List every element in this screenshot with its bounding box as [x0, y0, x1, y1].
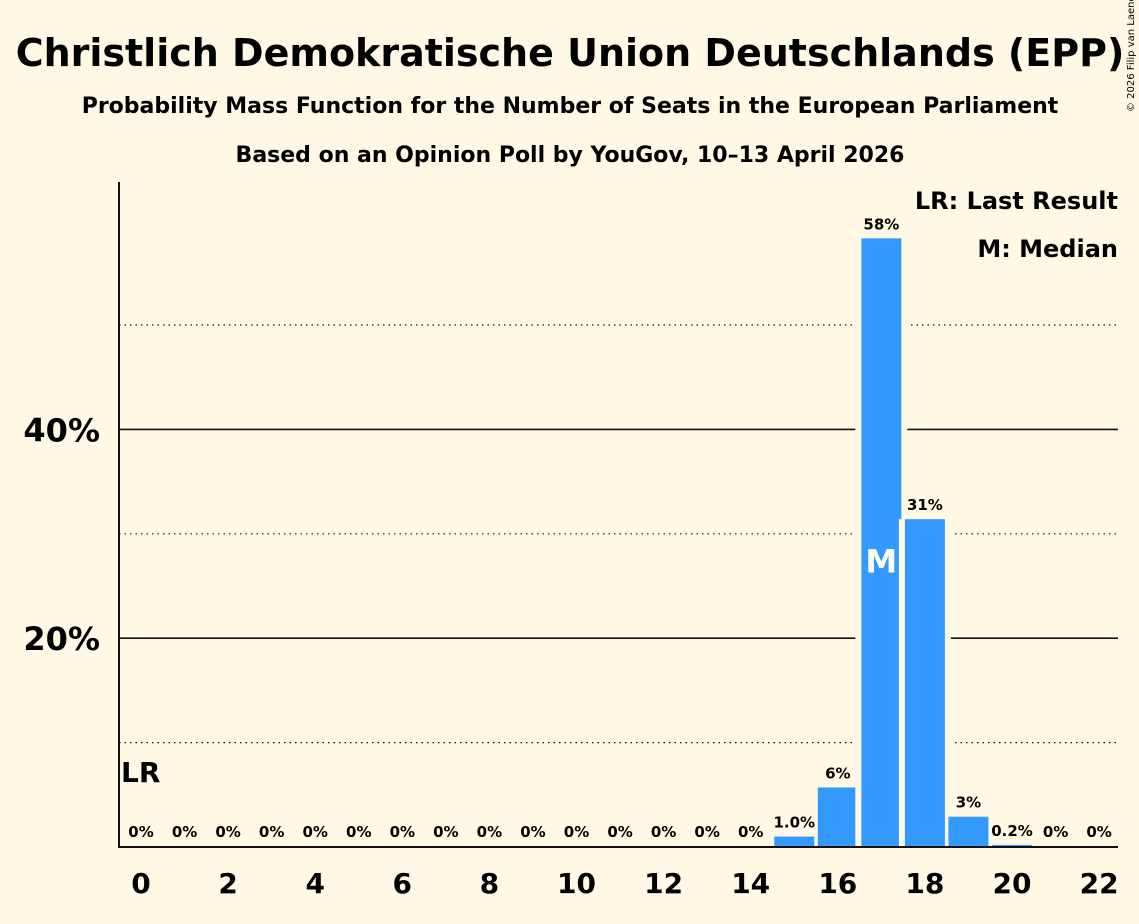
x-tick-label: 8: [480, 867, 499, 900]
bar-seat-19: [948, 816, 989, 847]
x-tick-label: 4: [305, 867, 324, 900]
bar-value-label: 0%: [259, 823, 284, 841]
bar-value-label: 31%: [907, 496, 943, 514]
x-tick-label: 2: [218, 867, 237, 900]
legend-median: M: Median: [977, 235, 1118, 263]
bar-layer: 0% 0% 0% 0% 0% 0% 0% 0% 0% 0% 0% 0% 0% 0% 0% 1.0% 6% 58% 3…: [128, 215, 1112, 847]
bar-value-label: 0%: [694, 823, 719, 841]
x-tick-label: 12: [644, 867, 683, 900]
bar-value-label: 0%: [346, 823, 371, 841]
bar-value-label: 0%: [738, 823, 763, 841]
axis-layer: 20% 40% LR 0 2 4 6 8 10 12 14 16 18 20 22: [23, 182, 1119, 900]
x-tick-label: 16: [818, 867, 857, 900]
bar-value-label: 0%: [128, 823, 153, 841]
chart-subtitle-poll: Based on an Opinion Poll by YouGov, 10–1…: [236, 143, 905, 168]
bar-value-label: 0%: [1043, 823, 1068, 841]
bar-value-label: 3%: [956, 794, 981, 812]
bar-value-label: 0%: [520, 823, 545, 841]
x-tick-label: 14: [731, 867, 770, 900]
y-tick-label: 20%: [23, 620, 100, 658]
bar-value-label: 0%: [302, 823, 327, 841]
copyright-text: © 2026 Filip van Laenen: [1126, 0, 1137, 112]
bar-value-label: 0%: [433, 823, 458, 841]
bar-value-label: 58%: [863, 215, 899, 233]
x-tick-label: 6: [393, 867, 412, 900]
bar-seat-15: [774, 836, 815, 847]
chart-title: Christlich Demokratische Union Deutschla…: [16, 31, 1125, 75]
bar-seat-20: [992, 844, 1032, 847]
legend-last-result: LR: Last Result: [915, 187, 1118, 215]
x-tick-label: 10: [557, 867, 596, 900]
bar-value-label: 1.0%: [773, 814, 815, 832]
x-tick-label: 20: [993, 867, 1032, 900]
bar-value-label: 6%: [825, 764, 850, 782]
bar-value-label: 0%: [607, 823, 632, 841]
bar-value-label: 0%: [390, 823, 415, 841]
bar-value-label: 0%: [651, 823, 676, 841]
bar-value-label: 0%: [1086, 823, 1111, 841]
x-tick-label: 18: [905, 867, 944, 900]
y-tick-label: 40%: [23, 411, 100, 449]
bar-value-label: 0%: [477, 823, 502, 841]
last-result-marker: LR: [121, 756, 160, 789]
bar-value-label: 0%: [172, 823, 197, 841]
median-marker: M: [865, 543, 897, 581]
bar-value-label: 0%: [564, 823, 589, 841]
x-tick-label: 22: [1080, 867, 1119, 900]
chart-subtitle: Probability Mass Function for the Number…: [82, 94, 1059, 119]
bar-seat-16: [817, 787, 858, 847]
bar-value-label: 0.2%: [991, 822, 1033, 840]
x-tick-label: 0: [131, 867, 150, 900]
grid-layer: [119, 324, 1118, 744]
bar-seat-18: [904, 519, 945, 847]
bar-value-label: 0%: [215, 823, 240, 841]
bar-seat-17: [861, 238, 902, 847]
